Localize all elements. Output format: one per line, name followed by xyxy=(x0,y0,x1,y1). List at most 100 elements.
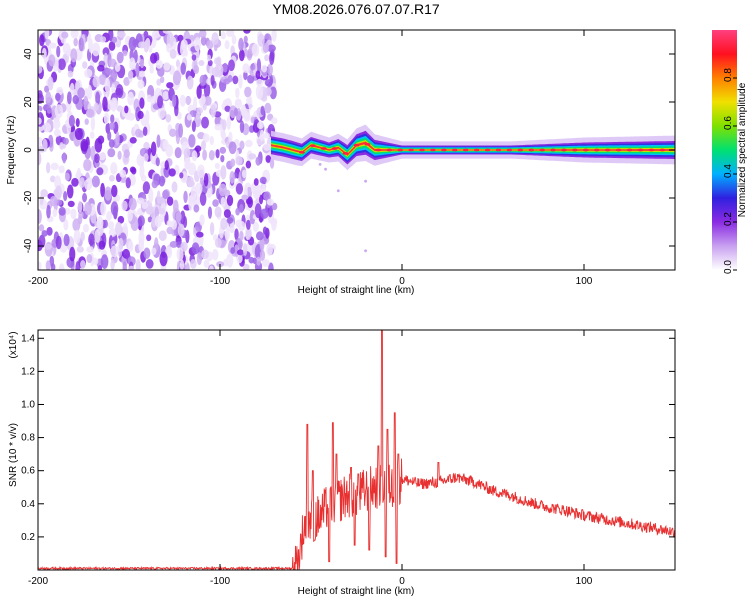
noise-blob xyxy=(54,129,61,137)
noise-blob xyxy=(221,131,226,139)
colorbar: 0.0 0.2 0.4 0.6 0.8 Normalized spectral ampl… xyxy=(712,30,748,274)
noise-blob xyxy=(246,161,251,169)
noise-blob xyxy=(146,259,154,269)
noise-blob xyxy=(260,177,267,184)
noise-blob xyxy=(255,156,261,165)
noise-blob xyxy=(67,185,74,199)
colorbar-strip xyxy=(712,30,737,270)
peak-dot xyxy=(528,149,534,152)
noise-blob xyxy=(271,117,277,124)
y-tick-label: -20 xyxy=(23,190,34,205)
noise-blob xyxy=(102,97,108,112)
y-tick-label: 1.4 xyxy=(21,333,35,344)
noise-blob xyxy=(165,160,169,170)
noise-blob xyxy=(256,257,261,266)
y-tick-label: 20 xyxy=(23,96,34,108)
noise-blob xyxy=(193,204,199,212)
noise-blob xyxy=(261,106,265,116)
noise-blob xyxy=(216,56,221,66)
peak-dot xyxy=(495,149,501,152)
noise-blob xyxy=(202,149,207,160)
y-tick-label: 0.4 xyxy=(21,499,35,510)
noise-blob xyxy=(46,162,50,173)
x-tick-label: -100 xyxy=(210,576,230,587)
noise-blob xyxy=(242,63,249,73)
faint-point xyxy=(319,163,322,166)
noise-blob xyxy=(92,76,100,87)
noise-blob xyxy=(92,42,100,56)
noise-blob xyxy=(56,236,62,249)
noise-blob xyxy=(201,140,206,150)
noise-blob xyxy=(215,64,219,77)
noise-blob xyxy=(129,37,137,51)
peak-dot xyxy=(506,149,512,152)
noise-blob xyxy=(59,165,65,173)
noise-blob xyxy=(240,120,244,133)
noise-blob xyxy=(135,63,139,77)
noise-blob xyxy=(220,165,226,179)
noise-blob xyxy=(84,179,92,190)
peak-dot xyxy=(572,149,578,152)
noise-blob xyxy=(96,167,103,175)
peak-dot xyxy=(463,149,469,152)
noise-blob xyxy=(263,143,271,150)
noise-blob xyxy=(210,105,216,118)
noise-blob xyxy=(212,249,219,260)
noise-blob xyxy=(264,103,271,114)
x-tick-label: 100 xyxy=(576,576,593,587)
noise-blob xyxy=(85,118,89,125)
noise-blob xyxy=(147,95,152,103)
noise-blob xyxy=(232,35,237,45)
noise-blob xyxy=(185,156,191,168)
noise-blob xyxy=(180,95,186,107)
noise-blob xyxy=(171,220,177,230)
peak-dot xyxy=(419,149,425,152)
noise-blob xyxy=(91,116,95,130)
noise-blob xyxy=(200,192,207,206)
noise-blob xyxy=(100,183,105,197)
noise-blob xyxy=(139,97,144,108)
noise-blob xyxy=(234,108,238,116)
peak-dot xyxy=(375,149,381,152)
noise-blob xyxy=(104,78,110,93)
faint-point xyxy=(324,168,327,171)
noise-blob xyxy=(46,260,51,271)
noise-blob xyxy=(97,65,104,72)
noise-blob xyxy=(115,222,122,236)
noise-blob xyxy=(156,60,163,69)
noise-blob xyxy=(267,63,273,76)
noise-blob xyxy=(211,32,218,45)
noise-blob xyxy=(94,229,100,243)
noise-blob xyxy=(79,177,85,188)
peak-dot xyxy=(648,149,654,152)
noise-blob xyxy=(111,201,119,216)
noise-blob xyxy=(239,204,243,213)
noise-blob xyxy=(110,246,118,258)
noise-blob xyxy=(180,62,186,74)
noise-blob xyxy=(228,132,232,143)
noise-blob xyxy=(146,235,151,242)
noise-blob xyxy=(140,59,144,68)
noise-blob xyxy=(82,61,87,68)
noise-blob xyxy=(107,148,115,157)
noise-blob xyxy=(155,216,162,228)
noise-blob xyxy=(48,54,55,66)
noise-blob xyxy=(263,227,268,235)
noise-blob xyxy=(235,87,240,98)
noise-blob xyxy=(70,48,77,62)
noise-blob xyxy=(215,163,220,169)
noise-blob xyxy=(62,152,66,163)
noise-blob xyxy=(199,214,204,225)
noise-blob xyxy=(148,188,153,203)
noise-blob xyxy=(157,95,163,108)
peak-dot xyxy=(364,143,370,146)
noise-blob xyxy=(109,122,115,130)
noise-blob xyxy=(200,75,207,86)
noise-blob xyxy=(239,141,244,150)
noise-blob xyxy=(267,199,274,206)
noise-blob xyxy=(48,76,54,90)
noise-blob xyxy=(92,176,100,188)
noise-blob xyxy=(75,261,80,275)
noise-blob xyxy=(209,150,215,161)
